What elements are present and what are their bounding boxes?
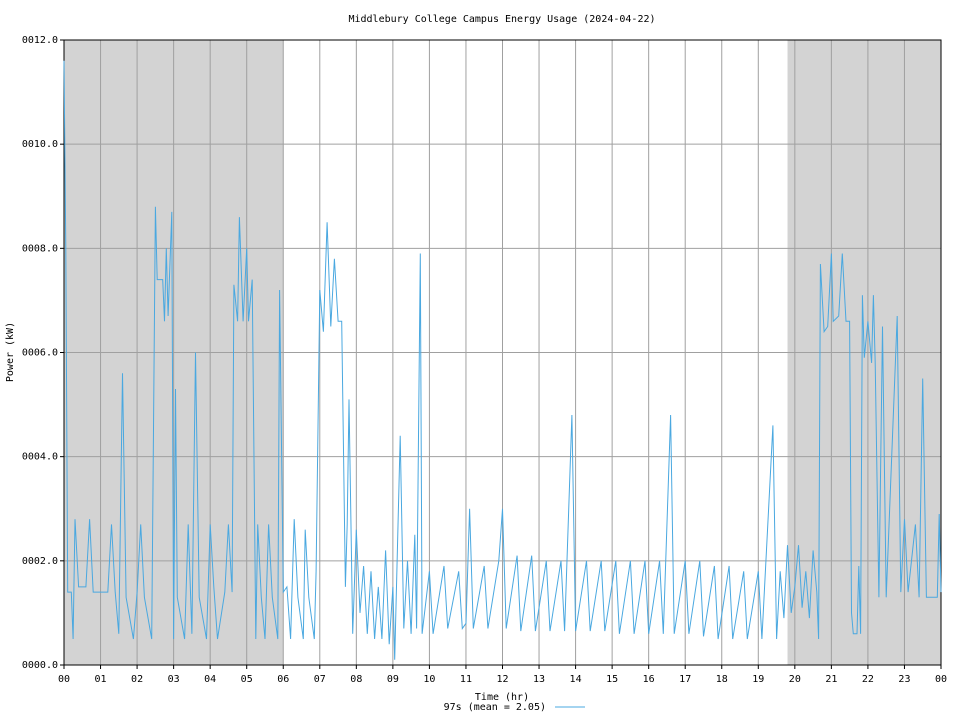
y-tick-label: 0012.0	[22, 35, 58, 46]
legend-label: 97s (mean = 2.05)	[444, 702, 546, 713]
x-tick-label: 03	[168, 674, 180, 685]
x-tick-label: 02	[131, 674, 143, 685]
x-tick-label: 10	[423, 674, 435, 685]
x-tick-label: 17	[679, 674, 691, 685]
x-tick-label: 18	[716, 674, 728, 685]
x-tick-label: 11	[460, 674, 472, 685]
x-tick-label: 04	[204, 674, 216, 685]
x-tick-label: 13	[533, 674, 545, 685]
x-tick-label: 07	[314, 674, 326, 685]
y-tick-label: 0010.0	[22, 139, 58, 150]
x-tick-label: 14	[570, 674, 582, 685]
x-tick-label: 05	[241, 674, 253, 685]
x-tick-label: 22	[862, 674, 874, 685]
y-tick-label: 0006.0	[22, 348, 58, 359]
plot-frame	[63, 39, 942, 666]
x-tick-label: 00	[935, 674, 947, 685]
x-tick-label: 01	[95, 674, 107, 685]
x-tick-label: 16	[643, 674, 655, 685]
x-tick-label: 23	[898, 674, 910, 685]
x-tick-label: 08	[350, 674, 362, 685]
x-tick-label: 12	[496, 674, 508, 685]
x-tick-label: 06	[277, 674, 289, 685]
x-axis-label: Time (hr)	[475, 692, 529, 703]
y-axis-label: Power (kW)	[5, 322, 16, 382]
data-line	[63, 60, 942, 660]
y-tick-label: 0000.0	[22, 660, 58, 671]
y-tick-label: 0002.0	[22, 556, 58, 567]
x-tick-label: 09	[387, 674, 399, 685]
x-tick-label: 00	[58, 674, 70, 685]
x-tick-label: 19	[752, 674, 764, 685]
x-tick-label: 21	[825, 674, 837, 685]
x-tick-label: 15	[606, 674, 618, 685]
y-tick-label: 0004.0	[22, 452, 58, 463]
x-tick-label: 20	[789, 674, 801, 685]
y-tick-label: 0008.0	[22, 243, 58, 254]
chart-title: Middlebury College Campus Energy Usage (…	[348, 14, 655, 25]
